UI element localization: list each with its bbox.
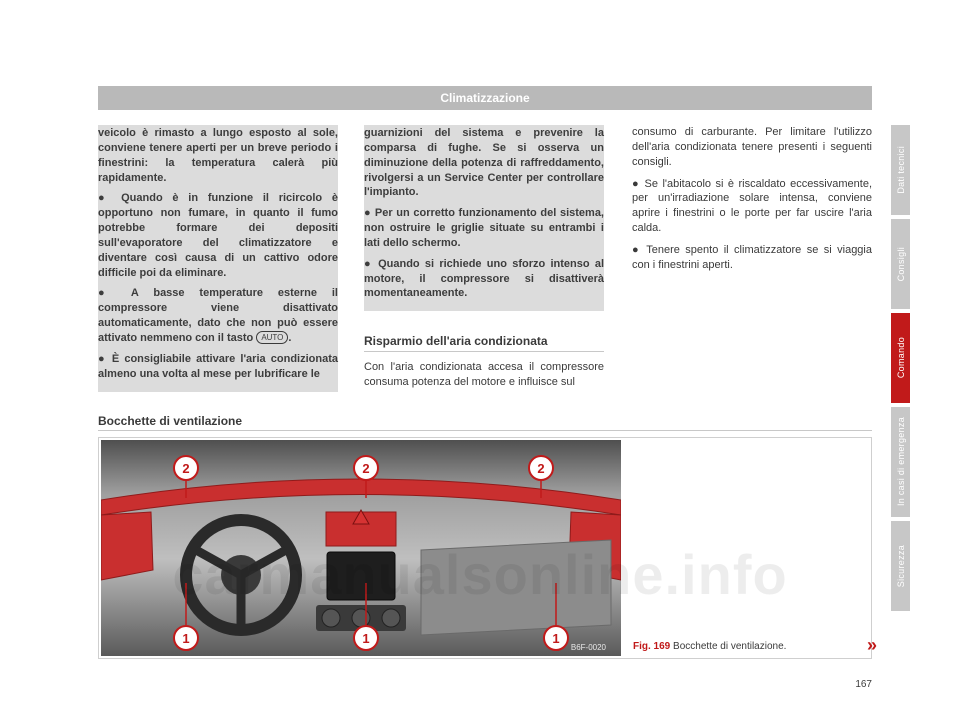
dashboard-svg: B6F-0020 2 2 2 1 1 1 bbox=[101, 440, 621, 656]
page-number: 167 bbox=[855, 679, 872, 690]
box1-p3a: ● A basse temperature esterne il compres… bbox=[98, 287, 338, 344]
side-tabs: Dati tecnici Consigli Comando In casi di em… bbox=[891, 125, 910, 615]
side-tab-label: Sicurezza bbox=[896, 545, 906, 587]
side-tab-label: Consigli bbox=[896, 247, 906, 281]
side-tab[interactable]: Comando bbox=[891, 313, 910, 403]
side-tab-label: In casi di emergenza bbox=[896, 417, 906, 506]
auto-button-pill: AUTO bbox=[256, 331, 288, 344]
side-tab[interactable]: Consigli bbox=[891, 219, 910, 309]
side-tab-label: Comando bbox=[896, 337, 906, 378]
col3-p1: consumo di carburante. Per limitare l'ut… bbox=[632, 125, 872, 170]
col3-p3: ● Tenere spento il climatizzatore se si … bbox=[632, 243, 872, 273]
image-id: B6F-0020 bbox=[571, 643, 607, 652]
figure-169-box: B6F-0020 2 2 2 1 1 1 Fig. 169 Bocchette di ve… bbox=[98, 437, 872, 659]
info-box-col1: veicolo è rimasto a lungo esposto al sol… bbox=[98, 125, 338, 392]
figure-169-caption: Fig. 169 Bocchette di ventilazione. bbox=[633, 641, 861, 652]
column-2: guarnizioni del sistema e prevenire la c… bbox=[364, 125, 604, 397]
side-tab-label: Dati tecnici bbox=[896, 146, 906, 194]
box1-p3: ● A basse temperature esterne il compres… bbox=[98, 286, 338, 345]
box2-p2: ● Per un corretto funzionamento del sist… bbox=[364, 206, 604, 251]
box1-p1: veicolo è rimasto a lungo esposto al sol… bbox=[98, 126, 338, 185]
subhead-bocchette: Bocchette di ventilazione bbox=[98, 414, 872, 431]
box1-p2: ● Quando è in funzione il ricircolo è op… bbox=[98, 191, 338, 280]
info-box-col2: guarnizioni del sistema e prevenire la c… bbox=[364, 125, 604, 311]
section-header: Climatizzazione bbox=[98, 86, 872, 110]
column-3: consumo di carburante. Per limitare l'ut… bbox=[632, 125, 872, 280]
box2-p1: guarnizioni del sistema e prevenire la c… bbox=[364, 126, 604, 200]
figure-caption-text: Bocchette di ventilazione. bbox=[670, 641, 786, 652]
continuation-icon: » bbox=[867, 635, 872, 656]
col2-body: Con l'aria condizionata accesa il compre… bbox=[364, 360, 604, 390]
column-1: veicolo è rimasto a lungo esposto al sol… bbox=[98, 125, 338, 392]
svg-text:1: 1 bbox=[552, 631, 559, 646]
svg-text:2: 2 bbox=[182, 461, 189, 476]
box1-p3b: . bbox=[288, 332, 291, 344]
svg-text:1: 1 bbox=[362, 631, 369, 646]
figure-lead: Fig. 169 bbox=[633, 641, 670, 652]
box2-p3: ● Quando si richiede uno sforzo intenso … bbox=[364, 257, 604, 302]
svg-text:2: 2 bbox=[362, 461, 369, 476]
svg-text:1: 1 bbox=[182, 631, 189, 646]
side-tab[interactable]: Sicurezza bbox=[891, 521, 910, 611]
figure-169-image: B6F-0020 2 2 2 1 1 1 bbox=[101, 440, 621, 656]
side-tab[interactable]: In casi di emergenza bbox=[891, 407, 910, 517]
box1-p4: ● È consigliabile attivare l'aria condiz… bbox=[98, 352, 338, 382]
col2-text: Con l'aria condizionata accesa il compre… bbox=[364, 360, 604, 390]
manual-page: Climatizzazione veicolo è rimasto a lung… bbox=[0, 0, 960, 708]
svg-text:2: 2 bbox=[537, 461, 544, 476]
side-tab[interactable]: Dati tecnici bbox=[891, 125, 910, 215]
col3-p2: ● Se l'abitacolo si è riscaldato eccessi… bbox=[632, 177, 872, 236]
subhead-risparmio: Risparmio dell'aria condizionata bbox=[364, 333, 604, 352]
